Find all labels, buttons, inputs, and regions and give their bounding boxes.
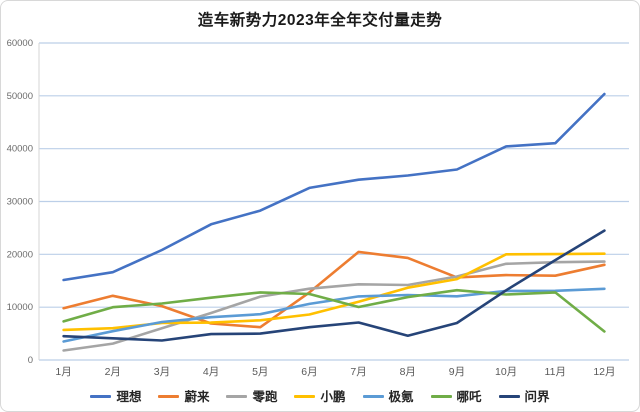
y-tick-label: 10000 [7,302,33,313]
x-tick-label: 8月 [400,366,416,378]
series-line-问界 [62,229,606,342]
y-tick-label: 40000 [7,144,33,155]
legend-swatch-icon [362,395,384,399]
legend-item-理想: 理想 [90,389,142,404]
chart-legend: 理想 蔚来 零跑 小鹏 极氪 哪吒 问界 [1,389,639,404]
x-tick-label: 4月 [203,366,219,378]
legend-swatch-icon [226,395,248,399]
y-tick-label: 50000 [7,91,33,102]
legend-label: 问界 [524,389,550,404]
y-tick-label: 20000 [7,249,33,260]
legend-label: 小鹏 [320,389,346,404]
legend-swatch-icon [158,395,180,399]
legend-item-哪吒: 哪吒 [430,389,482,404]
legend-item-小鹏: 小鹏 [294,389,346,404]
x-tick-label: 5月 [252,366,268,378]
legend-item-零跑: 零跑 [226,389,278,404]
legend-item-极氪: 极氪 [362,389,414,404]
legend-swatch-icon [430,395,452,399]
x-tick-label: 1月 [55,366,71,378]
legend-swatch-icon [498,395,520,399]
chart-title: 造车新势力2023年全年交付量走势 [197,12,443,29]
legend-swatch-icon [294,395,316,399]
x-tick-label: 11月 [545,366,566,378]
legend-label: 哪吒 [456,389,482,404]
x-tick-label: 7月 [350,366,366,378]
legend-item-蔚来: 蔚来 [158,389,210,404]
x-tick-label: 3月 [154,366,170,378]
legend-label: 极氪 [388,389,414,404]
legend-label: 蔚来 [184,389,210,404]
legend-label: 零跑 [252,389,278,404]
x-tick-label: 10月 [495,366,517,378]
y-tick-label: 30000 [7,197,33,208]
series-line-理想 [62,92,606,282]
series-line-零跑 [62,260,606,352]
y-tick-label: 60000 [7,38,33,49]
x-tick-label: 6月 [301,366,317,378]
legend-item-问界: 问界 [498,389,550,404]
x-tick-label: 9月 [449,366,465,378]
y-tick-label: 0 [28,355,33,366]
x-tick-label: 12月 [593,366,615,378]
legend-label: 理想 [116,389,142,404]
x-tick-label: 2月 [105,366,121,378]
legend-swatch-icon [90,395,112,399]
series-line-哪吒 [62,288,606,333]
